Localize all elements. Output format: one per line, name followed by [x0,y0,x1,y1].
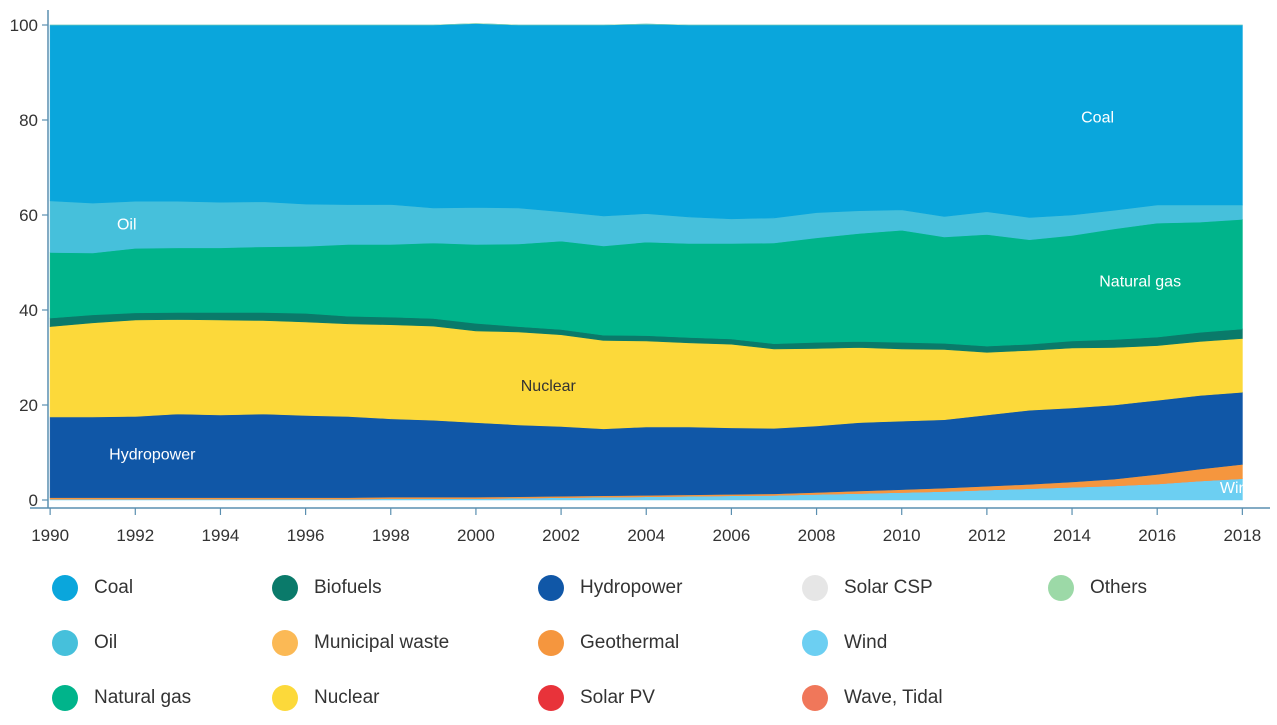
x-tick-label: 2010 [883,526,921,545]
y-tick-label: 40 [19,301,38,320]
area-labels: Coal Oil Natural gas Nuclear Hydropower Wind [109,109,1256,497]
x-tick-label: 2008 [798,526,836,545]
x-tick-label: 1990 [31,526,69,545]
y-tick-label: 100 [10,16,38,35]
x-tick-label: 2004 [627,526,665,545]
x-tick-label: 2000 [457,526,495,545]
y-tick-label: 20 [19,396,38,415]
label-coal: Coal [1081,109,1114,126]
label-nuclear: Nuclear [521,378,577,395]
label-natural-gas: Natural gas [1099,273,1181,290]
x-tick-label: 2002 [542,526,580,545]
x-tick-label: 2016 [1138,526,1176,545]
area-others [50,23,1243,26]
x-tick-label: 1992 [116,526,154,545]
x-tick-label: 2006 [712,526,750,545]
area-coal [49,23,1243,220]
y-tick-label: 60 [19,206,38,225]
x-tick-label: 1998 [372,526,410,545]
y-tick-label: 80 [19,111,38,130]
x-tick-label: 2014 [1053,526,1091,545]
label-wind: Wind [1220,480,1256,497]
label-oil: Oil [117,216,137,233]
y-tick-label: 0 [29,491,38,510]
label-hydropower: Hydropower [109,447,196,464]
x-tick-label: 2012 [968,526,1006,545]
area-layers [49,23,1243,501]
axes: 0 20 40 60 80 100 1990 1992 1994 1996 1998 2000 2002… [10,10,1270,545]
x-tick-label: 1996 [287,526,325,545]
x-tick-label: 1994 [202,526,240,545]
x-tick-label: 2018 [1223,526,1261,545]
